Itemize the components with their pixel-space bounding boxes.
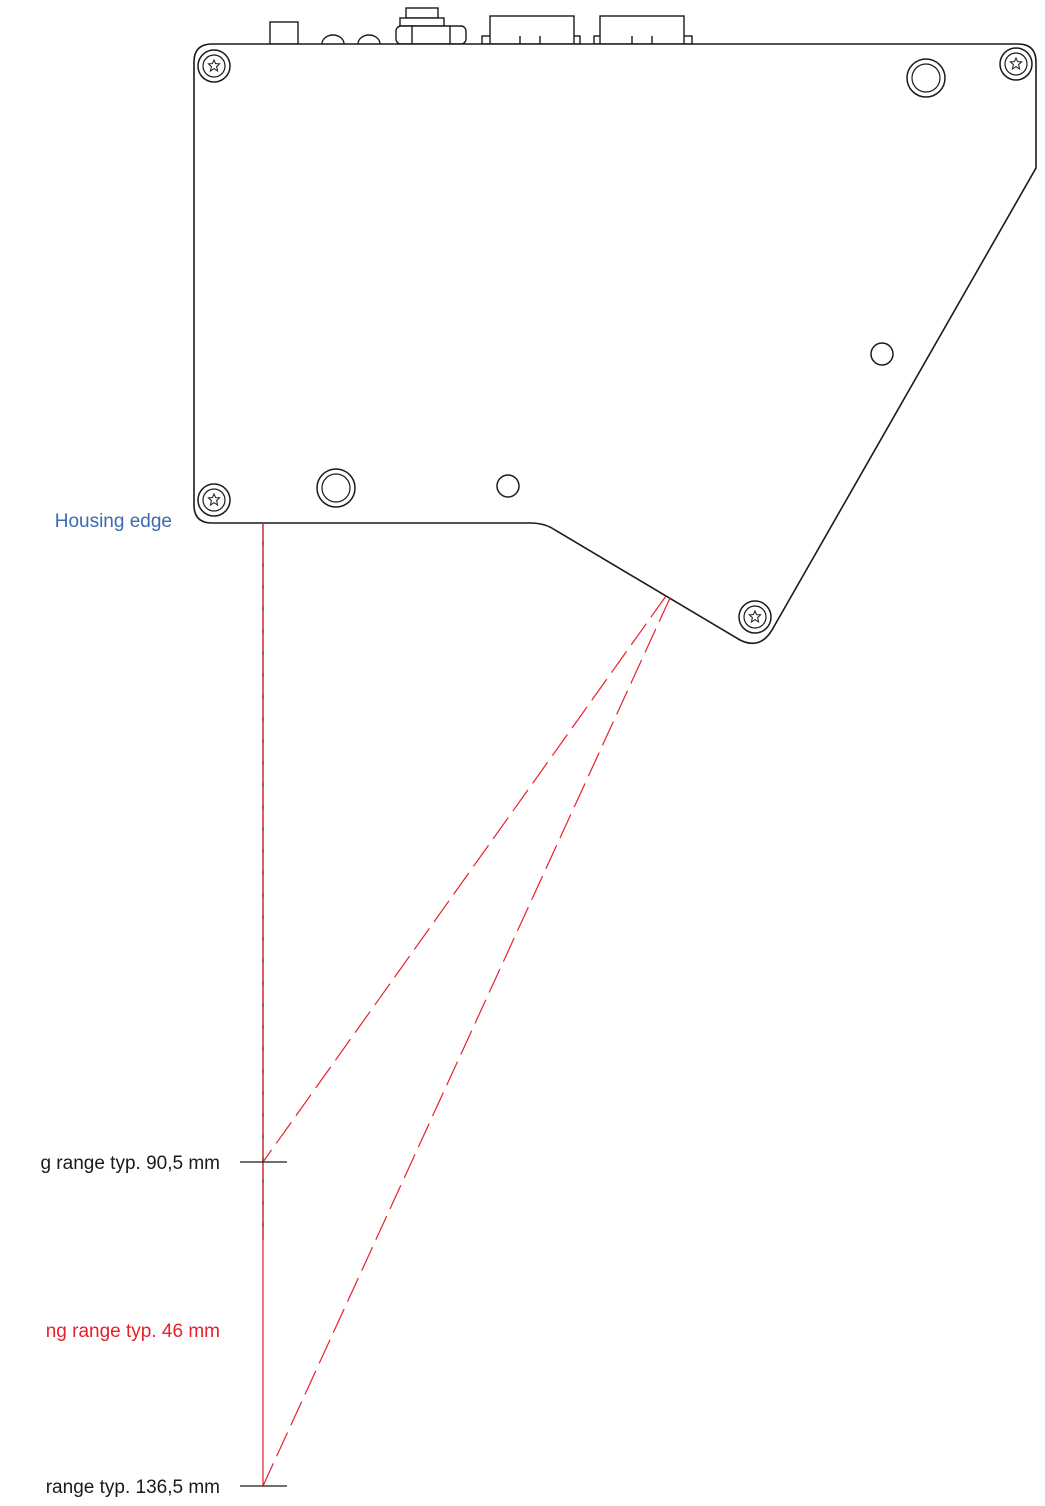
receive-beam-far (262, 597, 671, 1487)
mounting-boss (906, 58, 946, 98)
screw-icon (197, 483, 231, 517)
range-end-label: range typ. 136,5 mm (45, 1477, 220, 1498)
screw-icon (999, 47, 1033, 81)
housing-edge-label: Housing edge (54, 511, 172, 532)
screw-icon (738, 600, 772, 634)
connectors (269, 7, 693, 45)
range-start-label: g range typ. 90,5 mm (40, 1153, 220, 1174)
housing-outline (193, 43, 1037, 645)
mounting-hole (496, 474, 520, 498)
mounting-boss (316, 468, 356, 508)
mounting-hole (870, 342, 894, 366)
receive-beam-near (262, 595, 667, 1163)
measuring-range-label: ng range typ. 46 mm (45, 1321, 220, 1342)
screw-icon (197, 49, 231, 83)
